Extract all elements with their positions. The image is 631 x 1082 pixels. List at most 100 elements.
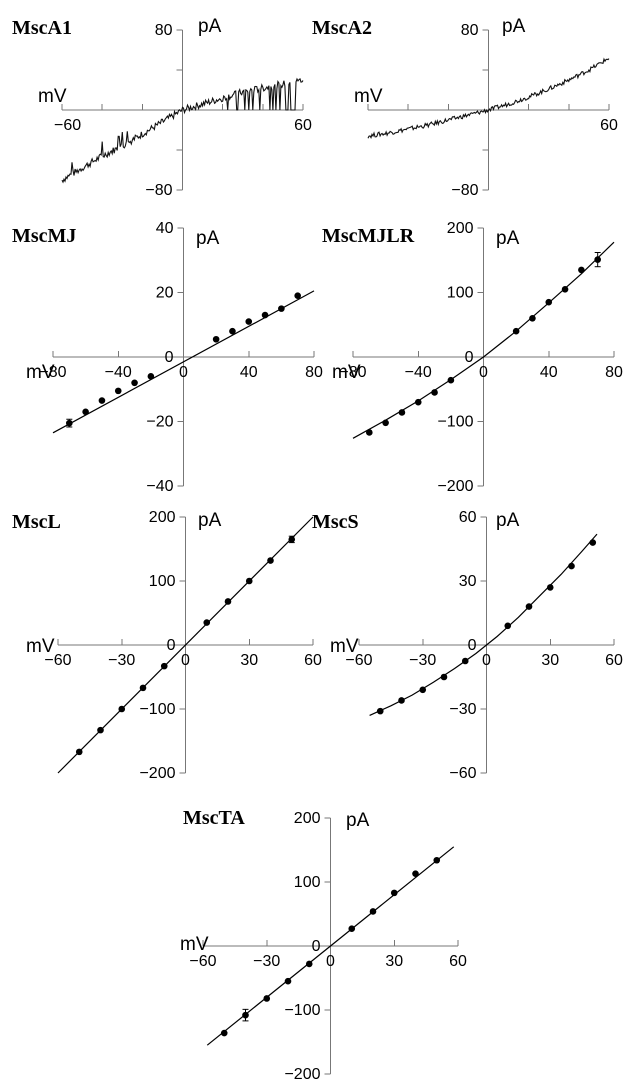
panel-title: MscMJ [12, 225, 76, 247]
y-tick-label: 20 [156, 285, 174, 302]
data-point [160, 662, 168, 670]
data-point [267, 557, 274, 564]
x-tick-label: 0 [179, 364, 188, 381]
y-tick-label: 60 [459, 509, 477, 526]
x-tick-label: 30 [541, 652, 559, 669]
data-point [568, 562, 575, 570]
x-tick-label: −40 [405, 364, 432, 381]
y-tick-label: −80 [145, 182, 172, 199]
x-tick-label: −80 [339, 364, 366, 381]
data-point [284, 977, 292, 985]
y-tick-label: 30 [459, 573, 477, 590]
x-tick-label: −40 [105, 364, 132, 381]
y-tick-label: 0 [167, 637, 176, 654]
y-tick-label: 0 [465, 349, 474, 366]
data-point [561, 285, 569, 293]
y-tick-label: −200 [139, 765, 175, 782]
x-tick-label: −80 [39, 364, 66, 381]
x-axis-unit: mV [354, 86, 383, 107]
fit-curve [369, 533, 598, 716]
data-point [594, 256, 601, 263]
data-point [398, 697, 405, 704]
data-point [294, 292, 301, 300]
y-axis-unit: pA [496, 228, 520, 249]
fit-curve [352, 241, 615, 439]
data-point [412, 870, 419, 877]
x-tick-label: −60 [345, 652, 372, 669]
data-point [348, 925, 356, 933]
x-axis-unit: mV [332, 362, 361, 383]
y-tick-label: 200 [447, 220, 474, 237]
x-axis-unit: mV [38, 86, 67, 107]
x-tick-label: 80 [305, 364, 323, 381]
data-point [118, 705, 126, 713]
data-point [419, 686, 427, 694]
x-tick-label: 40 [540, 364, 558, 381]
data-point [242, 1011, 249, 1019]
data-point [589, 539, 597, 546]
x-tick-label: 80 [605, 364, 623, 381]
y-tick-label: 100 [149, 573, 176, 590]
x-tick-label: −30 [108, 652, 135, 669]
y-axis-unit: pA [502, 16, 526, 37]
data-point [545, 298, 553, 306]
x-tick-label: −30 [253, 953, 280, 970]
data-point [525, 603, 533, 610]
x-axis-unit: mV [330, 636, 359, 657]
y-tick-label: 40 [156, 220, 174, 237]
y-tick-label: 0 [165, 349, 174, 366]
data-point [75, 748, 83, 756]
x-tick-label: 60 [600, 117, 618, 134]
fit-line [52, 290, 315, 434]
y-tick-label: −40 [146, 478, 173, 495]
y-axis-unit: pA [496, 510, 520, 531]
x-tick-label: 60 [449, 953, 467, 970]
x-tick-label: −60 [44, 652, 71, 669]
panel-mscta: −60 −30 0 30 60 200 100 0 −100 −200 MscTA pA mV [180, 807, 467, 1082]
x-tick-label: −60 [189, 953, 216, 970]
data-point [546, 584, 554, 591]
y-tick-label: −100 [284, 1002, 320, 1019]
panel-mscmjlr: −80 −40 0 40 80 200 100 0 −100 −200 MscMJLR pA mV [322, 220, 623, 495]
y-tick-label: 0 [468, 637, 477, 654]
data-point [147, 373, 155, 380]
data-point [504, 622, 512, 630]
x-tick-label: 40 [240, 364, 258, 381]
data-point [288, 536, 296, 543]
data-point [431, 389, 438, 396]
panel-msca2: 60 80 −80 MscA2 pA mV [312, 16, 618, 199]
x-tick-label: −30 [409, 652, 436, 669]
data-point [440, 673, 448, 681]
x-tick-label: 30 [385, 953, 403, 970]
panel-title: MscS [312, 511, 359, 533]
data-point [229, 327, 236, 335]
panel-title: MscA2 [312, 17, 372, 39]
panel-title: MscMJLR [322, 225, 415, 247]
data-point [390, 889, 398, 897]
data-point [366, 429, 373, 436]
y-axis-unit: pA [198, 16, 222, 37]
panel-mscmj: −80 −40 0 40 80 40 20 0 −20 −40 MscMJ pA mV [12, 220, 323, 495]
data-point [263, 995, 271, 1002]
y-tick-label: 100 [294, 874, 321, 891]
x-tick-label: 0 [326, 953, 335, 970]
x-tick-label: 0 [181, 652, 190, 669]
data-point [461, 657, 469, 665]
data-point [114, 387, 122, 395]
panel-mscs: −60 −30 0 30 60 60 30 0 −30 −60 MscS pA mV [312, 509, 623, 782]
data-point [305, 960, 313, 968]
data-point [212, 335, 220, 343]
data-point [245, 577, 253, 585]
data-point [224, 598, 232, 605]
x-axis-unit: mV [180, 934, 209, 955]
x-axis-unit: mV [26, 636, 55, 657]
y-tick-label: −60 [449, 765, 476, 782]
data-point [447, 376, 455, 384]
current-trace [367, 57, 610, 139]
x-tick-label: 60 [605, 652, 623, 669]
y-tick-label: 0 [312, 938, 321, 955]
y-tick-label: −200 [284, 1066, 320, 1082]
y-tick-label: 80 [461, 22, 479, 39]
y-tick-label: −200 [437, 478, 473, 495]
